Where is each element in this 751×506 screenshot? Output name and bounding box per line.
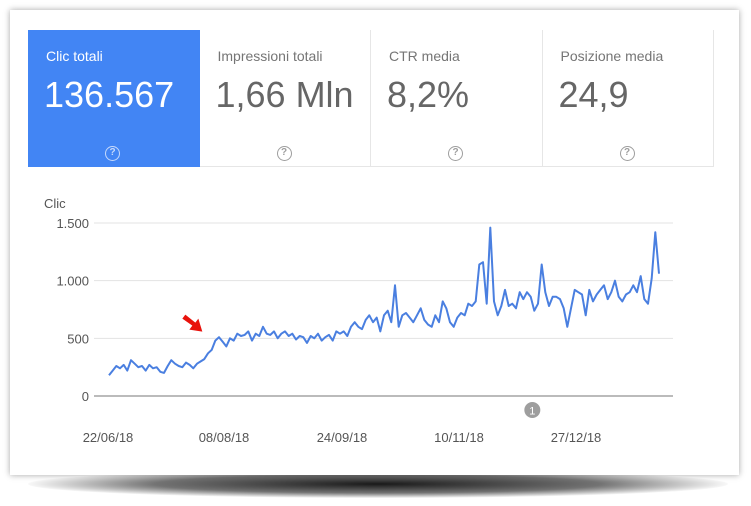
help-icon[interactable]: ? <box>619 146 635 161</box>
metric-label: Impressioni totali <box>217 48 323 64</box>
annotation-marker <box>524 402 541 418</box>
red-arrow-icon <box>182 314 203 332</box>
y-tick-label: 500 <box>67 331 89 346</box>
x-tick-label: 27/12/18 <box>551 430 602 445</box>
metric-label: Clic totali <box>46 48 103 64</box>
help-icon[interactable]: ? <box>448 146 463 161</box>
y-axis-title: Clic <box>44 196 66 211</box>
clicks-line-chart: 0 500 1.000 1.500 22/06/18 08/08/18 24/09/18 10… <box>56 216 673 445</box>
clicks-series-line <box>108 226 660 376</box>
metric-label: CTR media <box>389 48 460 64</box>
metric-value: 136.567 <box>44 74 175 115</box>
metric-cards: Clic totali 136.567 ? Impressioni totali… <box>28 30 714 167</box>
x-tick-label: 08/08/18 <box>199 430 250 445</box>
metric-card-total-clicks[interactable]: Clic totali 136.567 ? <box>28 30 200 167</box>
annotation-marker-label: 1 <box>529 406 535 418</box>
y-tick-label: 1.000 <box>56 274 89 289</box>
metric-card-total-impressions[interactable]: Impressioni totali 1,66 Mln ? <box>199 30 371 167</box>
metric-card-average-ctr[interactable]: CTR media 8,2% ? <box>371 30 543 167</box>
metric-card-average-position[interactable]: Posizione media 24,9 ? <box>542 30 714 167</box>
performance-panel: Clic totali 136.567 ? Impressioni totali… <box>10 10 739 475</box>
y-tick-label: 0 <box>82 389 89 404</box>
help-icon[interactable]: ? <box>105 146 120 161</box>
x-tick-label: 24/09/18 <box>317 430 368 445</box>
x-tick-label: 10/11/18 <box>434 430 484 445</box>
y-tick-label: 1.500 <box>56 216 89 231</box>
metric-value: 24,9 <box>558 74 629 115</box>
metric-label: Posizione media <box>560 48 664 64</box>
metric-value: 1,66 Mln <box>215 74 354 115</box>
metric-value: 8,2% <box>387 74 470 115</box>
help-icon[interactable]: ? <box>276 146 292 161</box>
x-tick-label: 22/06/18 <box>83 430 134 445</box>
